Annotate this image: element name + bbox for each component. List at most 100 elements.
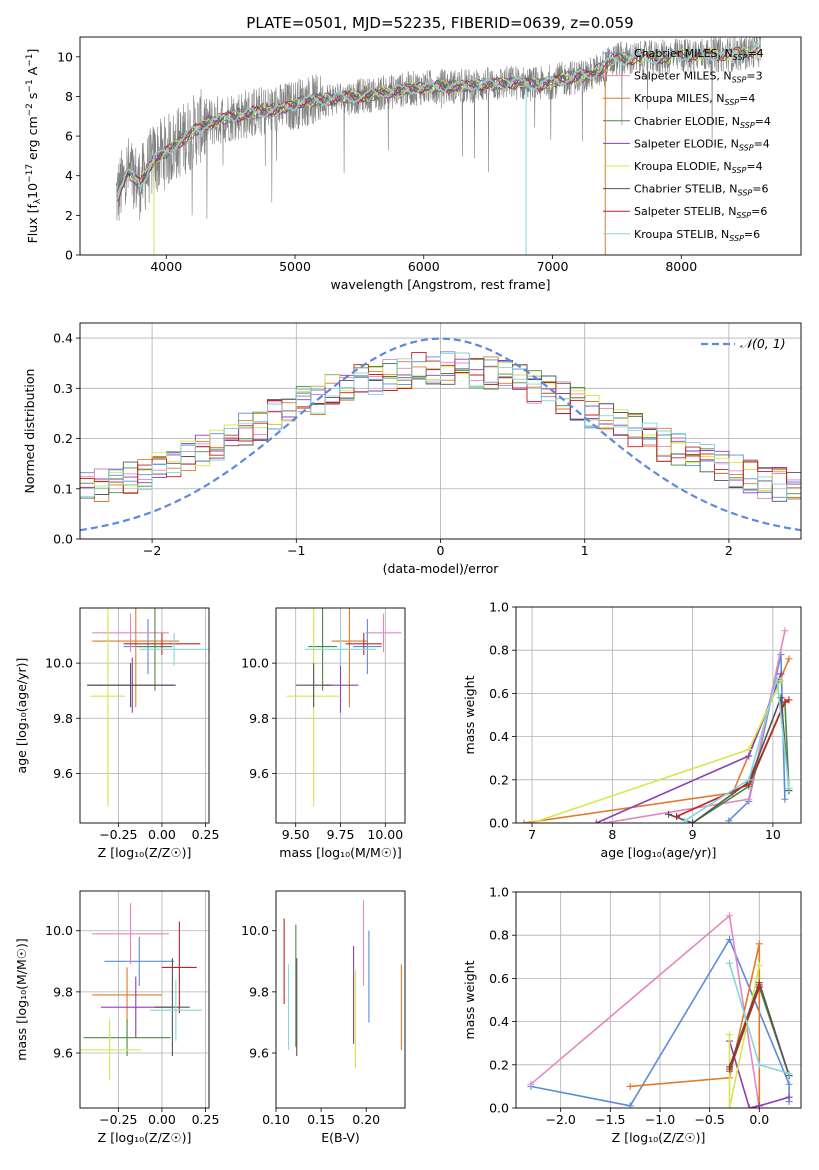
y-tick-label: 0.6: [489, 686, 509, 701]
x-tick-label: 4000: [150, 259, 182, 274]
legend-suffix: =4: [747, 47, 763, 60]
y-tick-label: 0.1: [53, 481, 73, 496]
y-tick-label: 4: [65, 168, 73, 183]
y-tick-label: 9.8: [249, 711, 269, 726]
legend-label: 𝒩(0, 1): [740, 336, 786, 351]
legend-suffix: =4: [755, 115, 771, 128]
y-tick-label: 10: [57, 49, 73, 64]
axes-border: [515, 891, 802, 1109]
weight-marker: [520, 819, 528, 823]
legend-label: Chabrier STELIB, NSSP=6: [634, 183, 768, 198]
weight-marker: [626, 1082, 634, 1090]
figure-title: PLATE=0501, MJD=52235, FIBERID=0639, z=0…: [246, 14, 633, 32]
y-tick-label: 1.0: [489, 600, 509, 615]
y-label-part: s: [25, 93, 40, 104]
plot-area: [115, 37, 762, 255]
y-tick-label: 0.6: [489, 971, 509, 986]
legend-label: Kroupa ELODIE, NSSP=4: [634, 160, 763, 175]
x-tick-label: −0.25: [99, 1112, 137, 1127]
weight-marker: [781, 698, 789, 706]
x-tick-label: −0.5: [694, 1112, 724, 1127]
weight-marker: [726, 1104, 734, 1108]
legend-suffix: =6: [752, 183, 768, 196]
weight-marker: [773, 674, 781, 682]
y-label-part: A: [25, 66, 40, 79]
weight-marker: [745, 776, 753, 784]
axes-frame: −0.25 0.00 0.25 9.6 9.8 10.0 Z [log₁₀(Z/Z☉)] ag…: [14, 607, 220, 860]
y-label-part: erg cm: [25, 116, 40, 164]
legend-label: Chabrier ELODIE, NSSP=4: [634, 115, 771, 130]
weight-marker: [777, 670, 785, 678]
weight-marker: [785, 655, 793, 663]
weight-marker: [528, 819, 536, 823]
x-axis-label: Z [log₁₀(Z/Z☉)]: [612, 1130, 706, 1145]
x-axis-label: Z [log₁₀(Z/Z☉)]: [98, 1130, 192, 1145]
x-axis-label: mass [log₁₀(M/M☉)]: [279, 845, 401, 860]
y-tick-label: 0.0: [489, 816, 509, 831]
y-tick-label: 9.8: [249, 984, 269, 999]
axes-frame: 9.50 9.75 10.00 9.6 9.8 10.0 mass [log₁₀(M/M☉)…: [241, 607, 406, 860]
weight-marker: [745, 746, 753, 754]
histogram-series-8: [80, 352, 801, 500]
panel-spectrum: 4000 5000 6000 7000 8000 0 2 4 6 8 10 wavelength [A…: [25, 36, 802, 292]
x-tick-label: 8000: [665, 259, 697, 274]
y-tick-label: 0.8: [489, 643, 509, 658]
axes-frame: −2 −1 0 1 2 0.0 0.1 0.2 0.3 0.4 (data-model)/error…: [22, 322, 802, 576]
y-tick-label: 6: [65, 129, 73, 144]
y-tick-label: 9.8: [53, 984, 73, 999]
panel-mass-weight-vs-Z: −2.0 −1.5 −1.0 −0.5 0.0 0.0 0.2 0.4 0.6 0.8 1.0 Z […: [462, 885, 802, 1145]
plot-area: [80, 337, 801, 532]
y-tick-label: 0.4: [489, 729, 509, 744]
x-tick-label: 0.00: [148, 827, 176, 842]
panel-mass-vs-ebv: 0.10 0.15 0.20 9.6 9.8 10.0 E(B-V): [241, 890, 406, 1145]
y-tick-label: 9.6: [249, 766, 269, 781]
plot-area: [527, 912, 793, 1108]
legend-label: Salpeter ELODIE, NSSP=4: [634, 137, 770, 152]
legend-label: Salpeter MILES, NSSP=3: [634, 70, 763, 85]
y-tick-label: 0.4: [489, 1014, 509, 1029]
legend-label: Kroupa STELIB, NSSP=6: [634, 228, 760, 243]
weight-marker: [755, 940, 763, 948]
weight-marker: [673, 813, 681, 821]
weight-marker: [785, 1069, 793, 1077]
x-tick-label: 0.20: [352, 1112, 380, 1127]
weight-marker: [665, 810, 673, 818]
weight-line-4: [728, 1040, 790, 1108]
weight-marker: [726, 936, 734, 944]
axes-frame: 7 8 9 10 0.0 0.2 0.4 0.6 0.8 1.0 age [log₁₀(age/yr…: [462, 600, 802, 860]
weight-marker: [725, 817, 733, 823]
y-tick-label: 0.2: [489, 1057, 509, 1072]
y-tick-label: 10.0: [241, 923, 269, 938]
weight-marker: [592, 819, 600, 823]
y-label-part: λ: [33, 198, 43, 204]
y-axis-label: mass [log₁₀(M/M☉)]: [14, 938, 29, 1060]
x-tick-label: 0.15: [307, 1112, 335, 1127]
y-tick-label: 0.2: [489, 772, 509, 787]
legend-subscript: SSP: [729, 234, 744, 243]
legend-subscript: SSP: [732, 166, 747, 175]
weight-marker: [785, 1080, 793, 1088]
x-tick-label: 0.25: [192, 1112, 220, 1127]
legend-suffix: =3: [746, 70, 762, 83]
y-tick-label: 9.6: [249, 1045, 269, 1060]
weight-marker: [726, 1065, 734, 1073]
weight-line-8: [684, 678, 790, 822]
x-tick-label: 9.75: [327, 827, 355, 842]
weight-marker: [626, 1102, 634, 1108]
legend-subscript: SSP: [738, 189, 753, 198]
y-label-part: ]: [25, 49, 40, 54]
x-tick-label: 8: [608, 827, 616, 842]
legend-suffix: =4: [739, 92, 755, 105]
axes-border: [275, 890, 406, 1109]
x-tick-label: 0.25: [192, 827, 220, 842]
legend-subscript: SSP: [733, 53, 748, 62]
plot-area: [520, 627, 793, 823]
y-tick-label: 10.0: [241, 656, 269, 671]
x-axis-label: wavelength [Angstrom, rest frame]: [330, 277, 550, 292]
weight-marker: [681, 817, 689, 823]
weight-marker: [726, 1031, 734, 1039]
legend-label: Chabrier MILES, NSSP=4: [634, 47, 764, 62]
x-tick-label: 0: [437, 543, 445, 558]
x-tick-label: −0.25: [99, 827, 137, 842]
